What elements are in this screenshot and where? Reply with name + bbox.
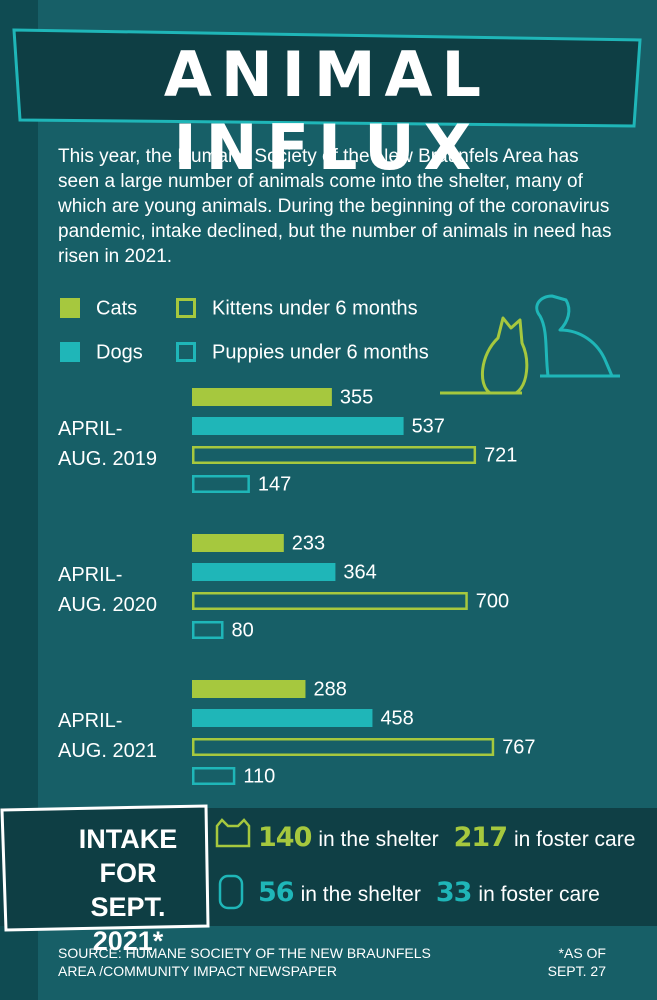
bar <box>192 709 373 727</box>
foster-count: 33 <box>435 877 473 908</box>
bar <box>192 534 284 552</box>
shelter-label: in the shelter <box>300 883 421 906</box>
value-label: 364 <box>343 561 376 583</box>
legend-swatch <box>176 298 196 318</box>
value-label: 458 <box>380 707 413 729</box>
bar <box>192 738 495 756</box>
category-label: APRIL- AUG. 2020 <box>58 564 157 616</box>
value-label: 233 <box>292 532 325 554</box>
value-label: 767 <box>502 736 535 758</box>
legend-label: Dogs <box>96 341 143 363</box>
bar <box>192 592 468 610</box>
value-label: 288 <box>313 678 346 700</box>
value-label: 721 <box>484 444 517 466</box>
legend-swatch <box>176 342 196 362</box>
intake-icons <box>215 818 251 910</box>
value-label: 147 <box>258 473 291 495</box>
foster-label: in foster care <box>478 883 600 906</box>
value-label: 110 <box>243 765 275 787</box>
shelter-label: in the shelter <box>318 828 439 851</box>
pet-icons <box>440 294 620 395</box>
bar <box>192 680 306 698</box>
bar <box>192 767 236 785</box>
foster-count: 217 <box>453 822 508 853</box>
intake-row: 56 in the shelter 33 in foster care <box>258 877 600 908</box>
description: This year, the Humane Society of the New… <box>58 146 612 267</box>
intake-row: 140 in the shelter 217 in foster care <box>258 822 635 853</box>
category-label: APRIL- AUG. 2019 <box>58 418 157 470</box>
shelter-count: 56 <box>258 877 295 908</box>
legend-swatch <box>60 298 80 318</box>
source: SOURCE: HUMANE SOCIETY OF THE NEW BRAUNF… <box>58 945 431 979</box>
intake-title-box <box>0 804 210 932</box>
shelter-count: 140 <box>258 822 312 853</box>
title-banner <box>12 28 642 128</box>
legend-swatch <box>60 342 80 362</box>
footnote: *AS OF SEPT. 27 <box>547 945 606 979</box>
bar <box>192 388 332 406</box>
category-label: APRIL- AUG. 2021 <box>58 710 157 762</box>
legend-label: Kittens under 6 months <box>212 297 418 319</box>
value-label: 355 <box>340 386 373 408</box>
bar <box>192 563 336 581</box>
value-label: 80 <box>232 619 254 641</box>
bar <box>192 417 404 435</box>
value-label: 537 <box>412 415 445 437</box>
title: ANIMAL INFLUX <box>163 38 491 184</box>
foster-label: in foster care <box>514 828 636 851</box>
value-label: 700 <box>476 590 509 612</box>
legend-label: Cats <box>96 297 137 319</box>
bar <box>192 446 477 464</box>
legend-label: Puppies under 6 months <box>212 341 429 363</box>
bar <box>192 621 224 639</box>
intake-title: INTAKE FOR SEPT. 2021* <box>78 824 178 956</box>
bar <box>192 475 250 493</box>
